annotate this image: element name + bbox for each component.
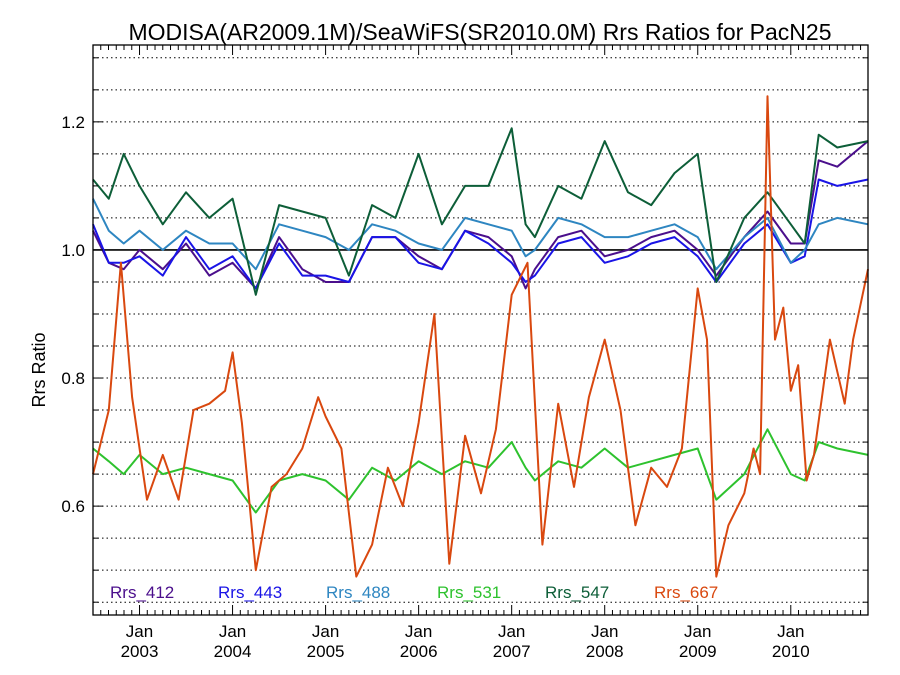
x-tick-month-label: Jan (312, 622, 339, 641)
legend-entry-rrs-667: Rrs_667 (654, 583, 718, 602)
x-tick-year-label: 2005 (307, 642, 345, 661)
series-lines (92, 95, 869, 578)
x-tick-year-label: 2003 (121, 642, 159, 661)
legend-entry-rrs-443: Rrs_443 (218, 583, 282, 602)
grid-lines (93, 57, 868, 603)
x-tick-year-label: 2004 (214, 642, 252, 661)
legend: Rrs_412 Rrs_443 Rrs_488 Rrs_531 Rrs_547 Rrs_6… (110, 583, 718, 602)
legend-entry-rrs-531: Rrs_531 (437, 583, 501, 602)
y-tick-label: 0.8 (61, 369, 85, 388)
x-tick-labels: Jan2003Jan2004Jan2005Jan2006Jan2007Jan20… (121, 622, 810, 661)
x-tick-year-label: 2010 (772, 642, 810, 661)
y-tick-label: 0.6 (61, 497, 85, 516)
legend-entry-rrs-488: Rrs_488 (326, 583, 390, 602)
x-tick-month-label: Jan (405, 622, 432, 641)
x-tick-month-label: Jan (219, 622, 246, 641)
series-line-rrs-488 (92, 198, 869, 271)
x-tick-month-label: Jan (684, 622, 711, 641)
y-tick-labels: 0.6 0.8 1.0 1.2 (61, 113, 85, 516)
y-tick-label: 1.2 (61, 113, 85, 132)
legend-entry-rrs-412: Rrs_412 (110, 583, 174, 602)
x-tick-month-label: Jan (498, 622, 525, 641)
plot-frame (92, 44, 869, 616)
x-tick-year-label: 2007 (493, 642, 531, 661)
series-line-rrs-531 (92, 428, 869, 514)
series-line-rrs-443 (92, 178, 869, 290)
x-tick-year-label: 2006 (400, 642, 438, 661)
series-line-rrs-667 (92, 95, 869, 578)
x-tick-month-label: Jan (777, 622, 804, 641)
series-line-rrs-547 (92, 127, 869, 296)
x-tick-year-label: 2008 (586, 642, 624, 661)
axis-ticks (92, 45, 868, 615)
x-tick-month-label: Jan (591, 622, 618, 641)
y-axis-label: Rrs Ratio (29, 332, 49, 407)
x-tick-month-label: Jan (126, 622, 153, 641)
legend-entry-rrs-547: Rrs_547 (545, 583, 609, 602)
chart-title: MODISA(AR2009.1M)/SeaWiFS(SR2010.0M) Rrs… (129, 19, 832, 45)
series-line-rrs-412 (92, 140, 869, 290)
y-tick-label: 1.0 (61, 241, 85, 260)
x-tick-year-label: 2009 (679, 642, 717, 661)
